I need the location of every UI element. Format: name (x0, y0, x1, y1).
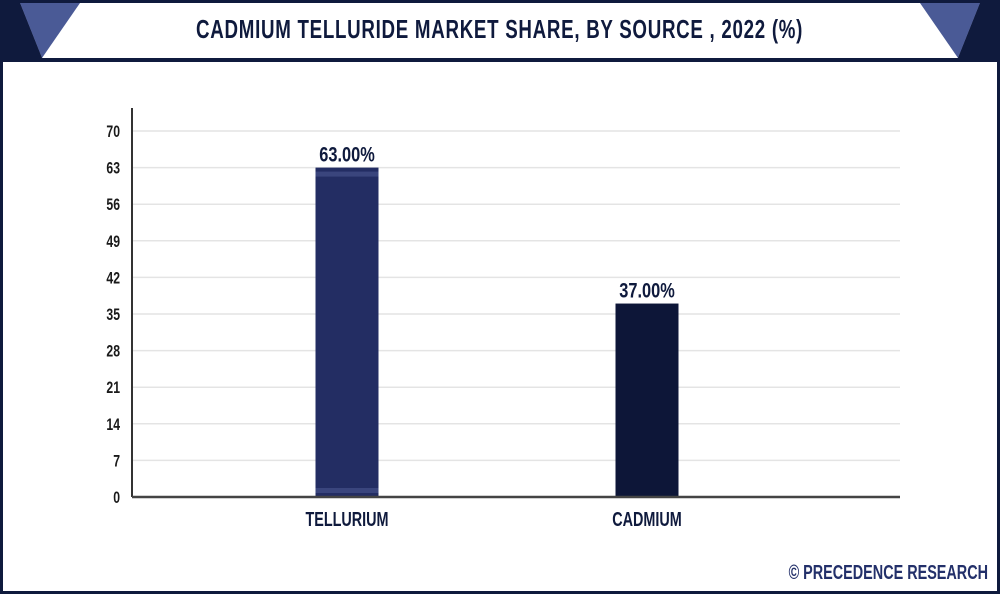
source-credit: © PRECEDENCE RESEARCH (711, 562, 988, 585)
bar-highlight (315, 488, 379, 493)
data-label: 37.00% (619, 279, 675, 302)
y-tick-label: 35 (106, 306, 120, 324)
x-tick-label: TELLURIUM (305, 508, 388, 531)
y-tick-label: 7 (113, 453, 120, 471)
bar-cadmium (615, 303, 679, 497)
source-credit-text: © PRECEDENCE RESEARCH (788, 562, 988, 584)
bar-chart: 0 7 14 21 28 35 42 49 56 63 70 63.00% TELLURIUM 37.00… (106, 108, 900, 531)
y-tick-label: 42 (106, 270, 120, 288)
y-tick-label: 14 (106, 416, 120, 434)
y-tick-label: 70 (106, 123, 120, 141)
header-banner (0, 0, 1000, 62)
plot-panel: 0 7 14 21 28 35 42 49 56 63 70 63.00% TELLURIUM 37.00… (3, 62, 997, 591)
y-tick-label: 63 (106, 160, 120, 178)
y-tick-label: 21 (106, 379, 120, 397)
data-label: 63.00% (319, 143, 375, 166)
bar-highlight (315, 171, 379, 177)
x-tick-label: CADMIUM (612, 508, 682, 531)
y-tick-label: 28 (106, 343, 120, 361)
bar-tellurium (315, 167, 379, 497)
chart-title: CADMIUM TELLURIDE MARKET SHARE, BY SOURC… (0, 14, 1000, 45)
y-tick-label: 56 (106, 196, 120, 214)
chart-title-text: CADMIUM TELLURIDE MARKET SHARE, BY SOURC… (196, 14, 804, 44)
y-tick-label: 0 (113, 489, 120, 507)
y-tick-label: 49 (106, 233, 120, 251)
